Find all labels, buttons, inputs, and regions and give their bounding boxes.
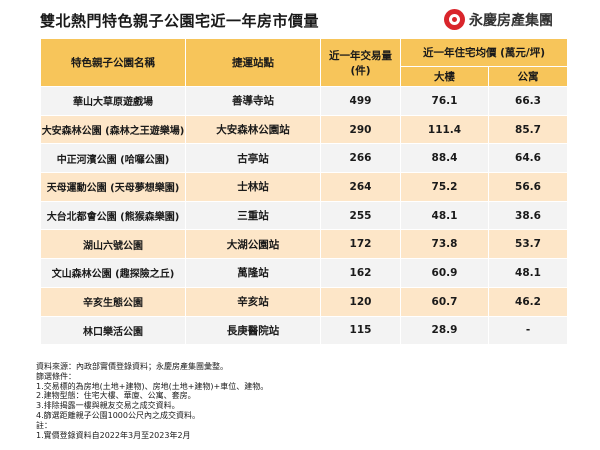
- cell-station: 大安森林公園站: [185, 114, 321, 145]
- cell-station: 萬隆站: [185, 258, 321, 288]
- cell-apartment-price: -: [488, 315, 568, 346]
- cell-park: 天母運動公園 (天母夢想樂園): [40, 172, 186, 202]
- cell-volume: 115: [320, 315, 401, 346]
- cell-apartment-price: 56.6: [488, 172, 568, 202]
- cell-station: 古亭站: [185, 143, 321, 174]
- cell-apartment-price: 64.6: [488, 143, 568, 174]
- table-row: 華山大草原遊戲場 善導寺站 499 76.1 66.3: [40, 86, 568, 116]
- cell-park: 大台北都會公園 (熊猴森樂園): [40, 200, 186, 231]
- table-row: 湖山六號公園 大湖公園站 172 73.8 53.7: [40, 229, 568, 260]
- logo-text: 永慶房產集團: [469, 12, 553, 29]
- header-apartment: 公寓: [488, 66, 568, 87]
- cell-volume: 266: [320, 143, 401, 174]
- cell-building-price: 28.9: [400, 315, 489, 346]
- cell-building-price: 60.9: [400, 258, 489, 288]
- cell-building-price: 76.1: [400, 86, 489, 116]
- cell-building-price: 73.8: [400, 229, 489, 260]
- cell-volume: 290: [320, 114, 401, 145]
- table-row: 中正河濱公園 (哈囉公園) 古亭站 266 88.4 64.6: [40, 143, 568, 174]
- cell-station: 長庚醫院站: [185, 315, 321, 346]
- cell-volume: 172: [320, 229, 401, 260]
- cell-apartment-price: 66.3: [488, 86, 568, 116]
- cell-building-price: 75.2: [400, 172, 489, 202]
- table-row: 辛亥生態公園 辛亥站 120 60.7 46.2: [40, 286, 568, 317]
- header-volume: 近一年交易量(件): [320, 38, 401, 87]
- cell-apartment-price: 53.7: [488, 229, 568, 260]
- logo-icon: [444, 9, 465, 30]
- cell-volume: 120: [320, 286, 401, 317]
- note-criteria-3: 3.排除揭露一樓與親友交易之成交資料。: [36, 401, 180, 411]
- cell-park: 大安森林公園 (森林之王遊樂場): [40, 114, 186, 145]
- table-row: 林口樂活公園 長庚醫院站 115 28.9 -: [40, 315, 568, 346]
- cell-park: 湖山六號公園: [40, 229, 186, 260]
- cell-park: 華山大草原遊戲場: [40, 86, 186, 116]
- footnotes: 資料來源：內政部實價登錄資料；永慶房產集團彙整。 篩選條件： 1.交易標的為房地…: [36, 362, 268, 440]
- cell-building-price: 111.4: [400, 114, 489, 145]
- cell-volume: 264: [320, 172, 401, 202]
- cell-volume: 499: [320, 86, 401, 116]
- cell-building-price: 48.1: [400, 200, 489, 231]
- cell-park: 林口樂活公園: [40, 315, 186, 346]
- note-criteria-2: 2.建物型態：住宅大樓、華廈、公寓、套房。: [36, 391, 196, 401]
- cell-apartment-price: 85.7: [488, 114, 568, 145]
- brand-logo: 永慶房產集團: [444, 9, 553, 30]
- note-criteria-1: 1.交易標的為房地(土地+建物)、房地(土地+建物)+車位、建物。: [36, 381, 269, 391]
- header-park: 特色親子公園名稱: [40, 38, 186, 87]
- note-remark-heading: 註：: [36, 420, 52, 430]
- cell-apartment-price: 38.6: [488, 200, 568, 231]
- cell-park: 辛亥生態公園: [40, 286, 186, 317]
- header-station: 捷運站點: [185, 38, 321, 87]
- cell-station: 三重站: [185, 200, 321, 231]
- price-volume-table: 特色親子公園名稱 捷運站點 近一年交易量(件) 近一年住宅均價 (萬元/坪) 大…: [40, 38, 568, 346]
- note-source: 資料來源：內政部實價登錄資料；永慶房產集團彙整。: [36, 362, 228, 371]
- cell-apartment-price: 46.2: [488, 286, 568, 317]
- table-row: 大台北都會公園 (熊猴森樂園) 三重站 255 48.1 38.6: [40, 200, 568, 231]
- cell-volume: 255: [320, 200, 401, 231]
- cell-station: 善導寺站: [185, 86, 321, 116]
- cell-building-price: 60.7: [400, 286, 489, 317]
- page-title: 雙北熱門特色親子公園宅近一年房市價量: [40, 12, 320, 30]
- header-price-group: 近一年住宅均價 (萬元/坪): [400, 38, 568, 67]
- cell-station: 士林站: [185, 172, 321, 202]
- header-building: 大樓: [400, 66, 489, 87]
- table-row: 大安森林公園 (森林之王遊樂場) 大安森林公園站 290 111.4 85.7: [40, 114, 568, 145]
- note-remark-1: 1.實價登錄資料自2022年3月至2023年2月: [36, 430, 191, 440]
- cell-volume: 162: [320, 258, 401, 288]
- cell-apartment-price: 48.1: [488, 258, 568, 288]
- cell-station: 大湖公園站: [185, 229, 321, 260]
- cell-park: 中正河濱公園 (哈囉公園): [40, 143, 186, 174]
- note-criteria-4: 4.篩選距離親子公園1000公尺內之成交資料。: [36, 410, 200, 420]
- table-row: 文山森林公園 (趣探險之丘) 萬隆站 162 60.9 48.1: [40, 258, 568, 288]
- cell-park: 文山森林公園 (趣探險之丘): [40, 258, 186, 288]
- cell-station: 辛亥站: [185, 286, 321, 317]
- table-row: 天母運動公園 (天母夢想樂園) 士林站 264 75.2 56.6: [40, 172, 568, 202]
- note-criteria-heading: 篩選條件：: [36, 371, 76, 381]
- cell-building-price: 88.4: [400, 143, 489, 174]
